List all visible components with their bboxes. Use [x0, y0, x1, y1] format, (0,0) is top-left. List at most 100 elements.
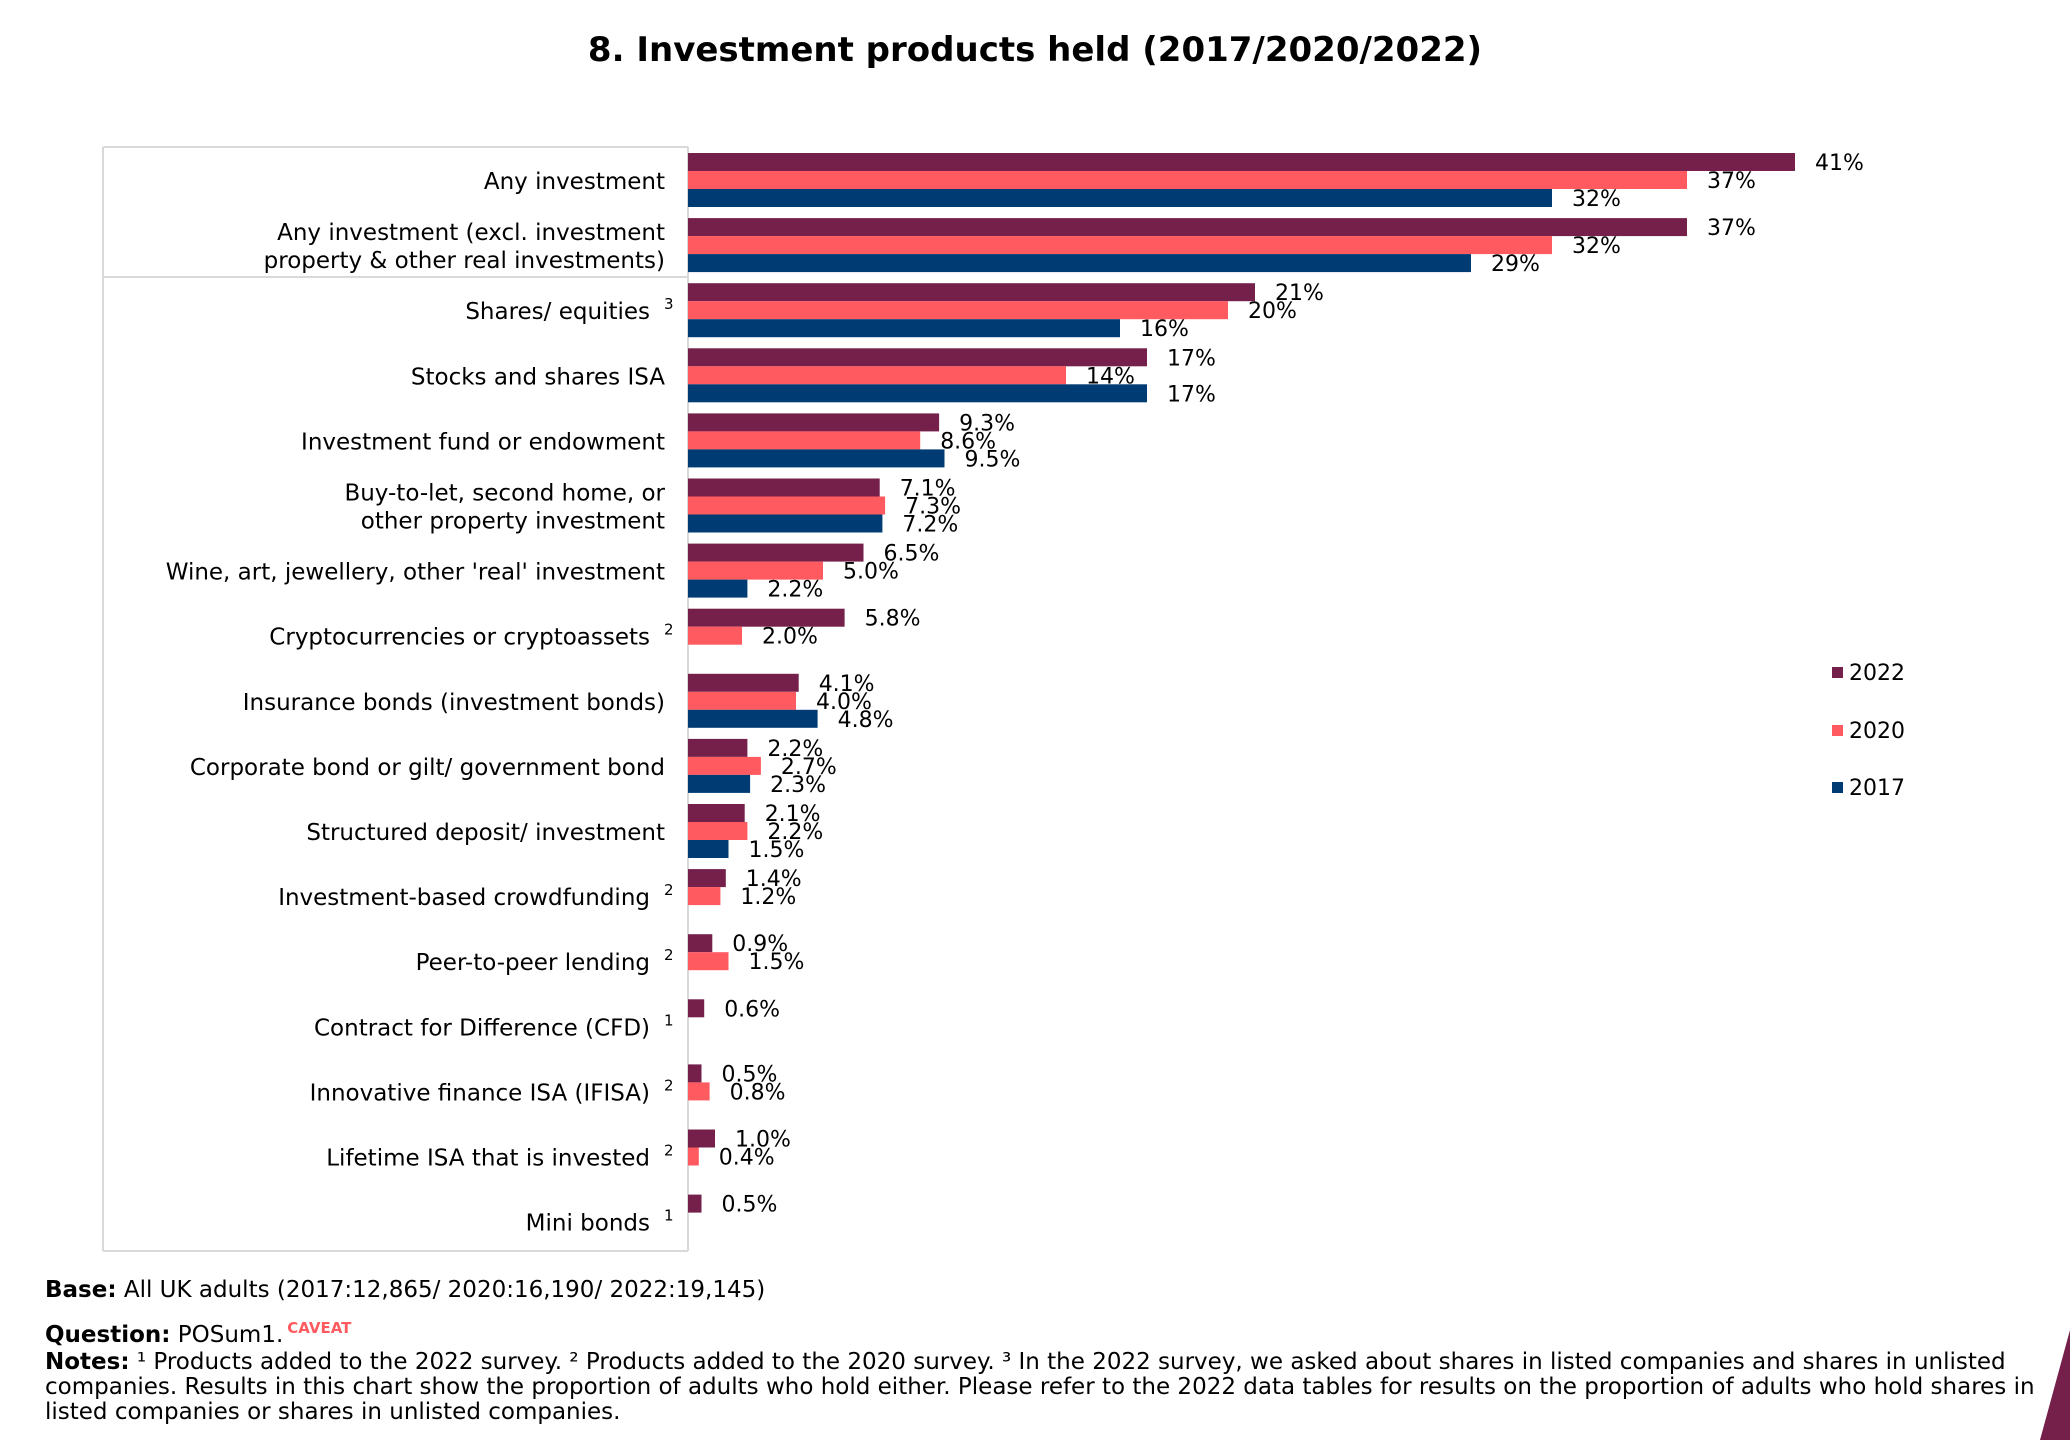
data-label-2017: 17%: [1167, 382, 1216, 407]
bar-2022: [688, 413, 940, 432]
data-label-2022: 5.8%: [865, 607, 921, 632]
bar-2017: [688, 254, 1471, 273]
base-note: Base: All UK adults (2017:12,865/ 2020:1…: [45, 1278, 2040, 1303]
category-footnote-marker: 2: [664, 946, 674, 964]
data-label-2020: 4.0%: [816, 690, 872, 715]
data-label-2020: 8.6%: [940, 429, 996, 454]
category-label: Shares/ equities: [465, 299, 650, 325]
base-text: All UK adults (2017:12,865/ 2020:16,190/…: [123, 1277, 766, 1303]
corner-decoration: [2040, 1330, 2070, 1440]
data-label-2020: 1.5%: [749, 950, 805, 975]
data-label-2020: 2.2%: [767, 820, 823, 845]
bar-2017: [688, 384, 1147, 403]
bar-2020: [688, 887, 721, 906]
data-label-2022: 2.2%: [767, 737, 823, 762]
data-label-2022: 0.5%: [722, 1062, 778, 1087]
bar-2022: [688, 1129, 715, 1148]
category-footnote-marker: 2: [664, 1076, 674, 1094]
bar-2022: [688, 869, 726, 888]
data-label-2022: 17%: [1167, 346, 1216, 371]
data-label-2022: 0.6%: [724, 997, 780, 1022]
data-label-2020: 2.0%: [762, 625, 818, 650]
category-label: Investment fund or endowment: [301, 429, 665, 455]
bar-2020: [688, 431, 921, 450]
bar-2020: [688, 1082, 710, 1101]
bar-2020: [688, 952, 729, 971]
data-label-2017: 9.5%: [965, 447, 1021, 472]
data-label-2020: 20%: [1248, 299, 1297, 324]
bar-2020: [688, 236, 1552, 255]
bar-2017: [688, 709, 818, 728]
bar-2022: [688, 283, 1255, 302]
bar-2022: [688, 673, 799, 692]
bar-2020: [688, 561, 823, 580]
data-label-2017: 1.5%: [749, 838, 805, 863]
legend-label-2022: 2022: [1849, 661, 1905, 686]
bar-2022: [688, 804, 745, 822]
category-label: Buy-to-let, second home, or other propert…: [344, 481, 665, 535]
category-label: Any investment (excl. investment property…: [264, 220, 665, 274]
data-label-2020: 0.4%: [719, 1146, 775, 1171]
category-label: Insurance bonds (investment bonds): [243, 690, 665, 716]
bar-2017: [688, 449, 945, 468]
question-note: Question: POSum1. CAVEAT: [45, 1316, 2040, 1348]
legend-swatch-2017: [1832, 782, 1843, 793]
bar-2020: [688, 626, 742, 645]
notes-text: ¹ Products added to the 2022 survey. ² P…: [45, 1349, 2035, 1425]
bar-2022: [688, 1194, 702, 1213]
data-label-2022: 41%: [1815, 151, 1864, 176]
bar-2017: [688, 840, 729, 858]
data-label-2020: 0.8%: [730, 1080, 786, 1105]
data-label-2022: 0.5%: [722, 1193, 778, 1218]
category-label: Structured deposit/ investment: [306, 820, 665, 846]
notes: Notes: ¹ Products added to the 2022 surv…: [45, 1350, 2040, 1425]
data-label-2022: 6.5%: [884, 542, 940, 567]
bar-2020: [688, 301, 1228, 320]
bar-2017: [688, 579, 748, 598]
value-labels: 41% 37% 32% 37% 32% 29% 21%20% 16% 17% 14% 17% 9.3%…: [719, 151, 1864, 1218]
data-label-2022: 21%: [1275, 281, 1324, 306]
data-label-2022: 37%: [1707, 216, 1756, 241]
data-label-2022: 9.3%: [959, 411, 1015, 436]
data-label-2020: 2.7%: [781, 755, 837, 780]
category-label: Any investment: [484, 169, 665, 195]
data-label-2022: 4.1%: [819, 672, 875, 697]
category-label: Peer-to-peer lending: [416, 950, 650, 976]
data-label-2017: 32%: [1572, 187, 1621, 212]
bar-2020: [688, 366, 1066, 385]
data-label-2022: 2.1%: [765, 802, 821, 827]
caveat-link[interactable]: CAVEAT: [287, 1319, 352, 1337]
data-label-2022: 1.0%: [735, 1128, 791, 1153]
category-label: Mini bonds: [526, 1211, 650, 1237]
bars: [688, 153, 1795, 1213]
category-label: Cryptocurrencies or cryptoassets: [269, 625, 650, 651]
data-label-2020: 32%: [1572, 234, 1621, 259]
base-label: Base:: [45, 1277, 117, 1303]
category-label: Lifetime ISA that is invested: [326, 1146, 650, 1172]
bar-2020: [688, 691, 796, 710]
category-labels: Any investment Any investment (excl. inve…: [166, 169, 674, 1237]
bar-2022: [688, 348, 1147, 367]
bar-2022: [688, 999, 705, 1018]
category-footnote-marker: 2: [664, 1142, 674, 1160]
bar-2022: [688, 153, 1795, 171]
legend-swatch-2020: [1832, 725, 1843, 736]
bar-2022: [688, 1064, 702, 1083]
data-label-2020: 5.0%: [843, 560, 899, 585]
data-label-2017: 16%: [1140, 317, 1189, 342]
legend-swatch-2022: [1832, 667, 1843, 678]
data-label-2017: 4.8%: [838, 708, 894, 733]
legend-label-2020: 2020: [1849, 719, 1905, 744]
category-label: Stocks and shares ISA: [411, 364, 665, 390]
bar-2022: [688, 934, 713, 953]
category-label: Corporate bond or gilt/ government bond: [190, 755, 665, 781]
category-footnote-marker: 2: [664, 881, 674, 899]
bar-2017: [688, 514, 883, 533]
data-label-2022: 7.1%: [900, 477, 956, 502]
bar-2017: [688, 189, 1552, 207]
bar-2022: [688, 738, 748, 757]
category-footnote-marker: 3: [664, 295, 674, 313]
data-label-2020: 7.3%: [905, 495, 961, 520]
bar-2022: [688, 218, 1687, 237]
bar-2022: [688, 478, 880, 497]
